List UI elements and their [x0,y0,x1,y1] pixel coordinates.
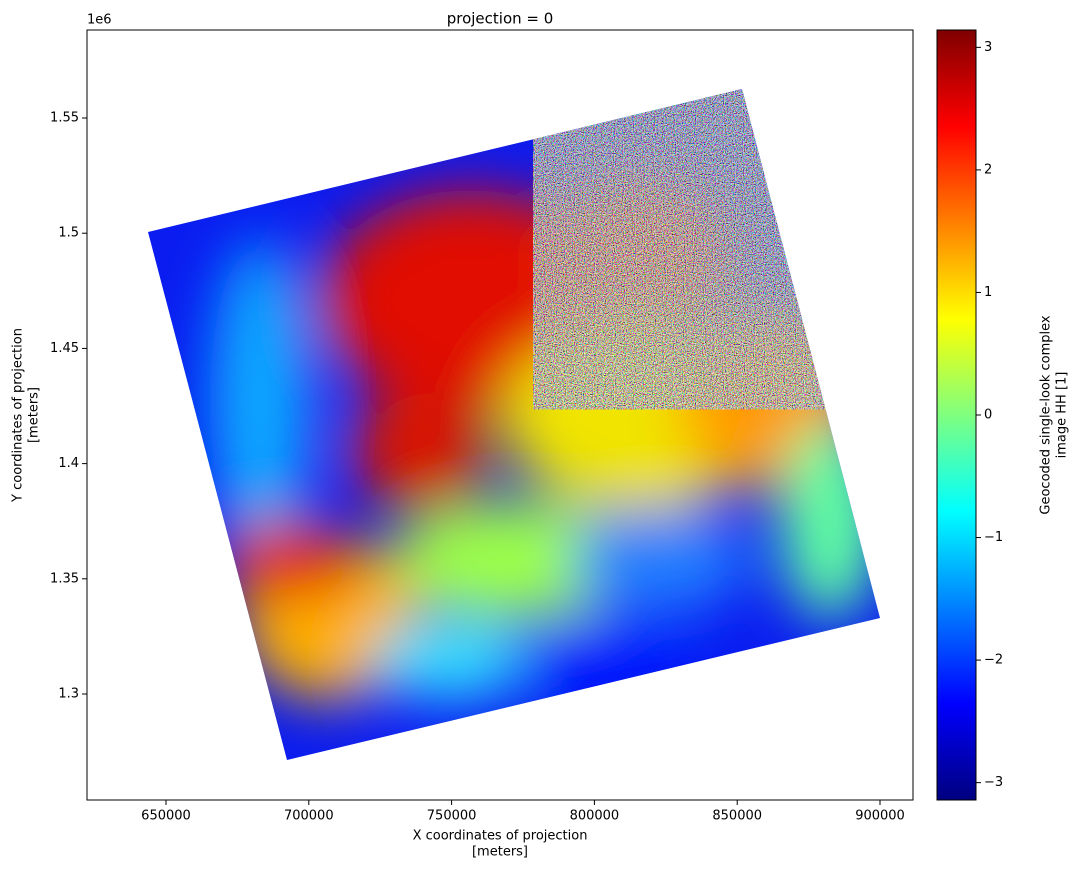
x-tick-label: 800000 [570,809,620,824]
colorbar-label: Geocoded single-look complex [1039,315,1054,515]
x-tick-label: 650000 [141,809,191,824]
colorbar-tick-label: 2 [984,162,992,177]
x-axis-label: X coordinates of projection [413,829,588,844]
y-tick-label: 1.45 [50,341,79,356]
y-tick-label: 1.35 [50,571,79,586]
chart-title: projection = 0 [447,10,554,28]
y-tick-label: 1.55 [50,111,79,126]
colorbar-tick-label: 1 [984,285,992,300]
colorbar-tick-label: 0 [984,408,992,423]
colorbar-tick-label: −3 [984,775,1003,790]
colorbar-tick-label: −1 [984,530,1003,545]
x-tick-label: 700000 [284,809,334,824]
colorbar [936,29,977,801]
x-axis-label: [meters] [472,845,528,860]
colorbar-tick-label: 3 [984,40,992,55]
x-tick-label: 900000 [855,809,905,824]
y-axis-label: [meters] [27,387,42,443]
colorbar-tick-label: −2 [984,653,1003,668]
x-tick-label: 750000 [427,809,477,824]
plot-frame [86,29,914,801]
raster-image [148,89,880,760]
y-tick-label: 1.5 [58,226,79,241]
y-axis-label: Y coordinates of projection [11,328,26,503]
colorbar-label: image HH [1] [1055,372,1070,459]
y-tick-label: 1.3 [58,687,79,702]
y-offset-label: 1e6 [87,13,112,28]
y-tick-label: 1.4 [58,456,79,471]
x-tick-label: 850000 [712,809,762,824]
